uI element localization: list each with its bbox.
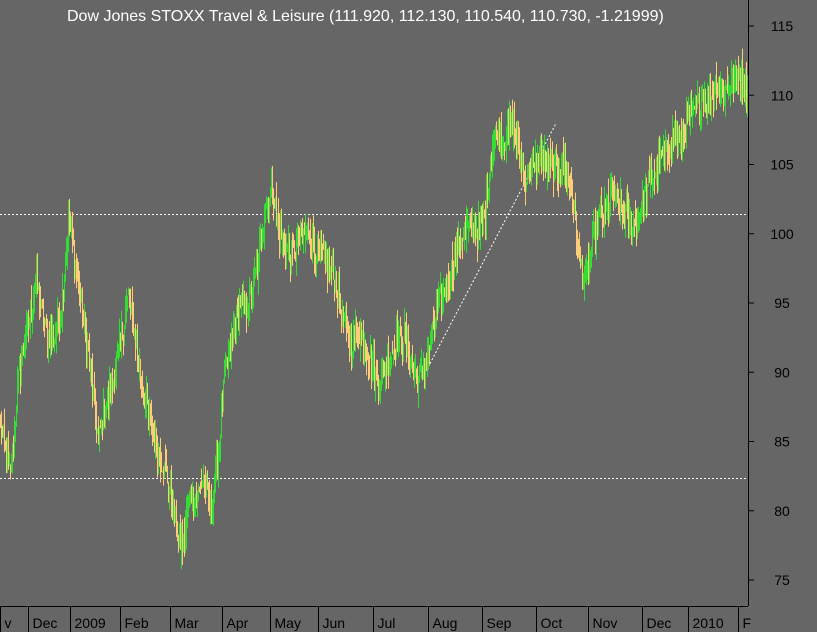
x-tick-label: Dec bbox=[647, 615, 672, 631]
y-axis-ticks: 75 80 85 90 95 100 105 110 115 bbox=[748, 18, 794, 588]
x-tick-label: Jul bbox=[378, 615, 396, 631]
x-tick-label: Mar bbox=[175, 615, 199, 631]
y-tick-label: 95 bbox=[774, 295, 790, 311]
chart-title: Dow Jones STOXX Travel & Leisure (111.92… bbox=[67, 8, 664, 25]
x-tick-label: Oct bbox=[541, 615, 563, 631]
y-tick-label: 90 bbox=[774, 364, 790, 380]
plot-background bbox=[0, 0, 748, 606]
y-tick-label: 105 bbox=[770, 157, 794, 173]
x-tick-label: Nov bbox=[593, 615, 618, 631]
x-tick-label: 2010 bbox=[693, 615, 724, 631]
x-axis-panel bbox=[0, 606, 817, 632]
y-axis-panel bbox=[748, 0, 817, 606]
y-tick-label: 115 bbox=[771, 18, 794, 34]
x-tick-label: Dec bbox=[33, 615, 58, 631]
x-tick-label: Feb bbox=[125, 615, 149, 631]
x-axis-ticks: v Dec 2009 Feb Mar Apr May Jun Jul Aug Sep Oct Nov De… bbox=[0, 606, 752, 632]
x-tick-label: F bbox=[743, 615, 752, 631]
x-tick-label: Jun bbox=[323, 615, 346, 631]
y-tick-label: 75 bbox=[774, 572, 790, 588]
y-tick-label: 110 bbox=[771, 87, 794, 103]
x-tick-label: Apr bbox=[227, 615, 249, 631]
x-tick-label: Sep bbox=[487, 615, 512, 631]
y-tick-label: 85 bbox=[774, 434, 790, 450]
x-tick-label: May bbox=[275, 615, 301, 631]
x-tick-label: 2009 bbox=[75, 615, 106, 631]
x-tick-label: Aug bbox=[433, 615, 458, 631]
price-bars bbox=[0, 48, 748, 570]
reference-lines bbox=[0, 214, 748, 479]
x-tick-label: v bbox=[5, 615, 12, 631]
y-tick-label: 80 bbox=[774, 503, 790, 519]
y-tick-label: 100 bbox=[770, 226, 794, 242]
